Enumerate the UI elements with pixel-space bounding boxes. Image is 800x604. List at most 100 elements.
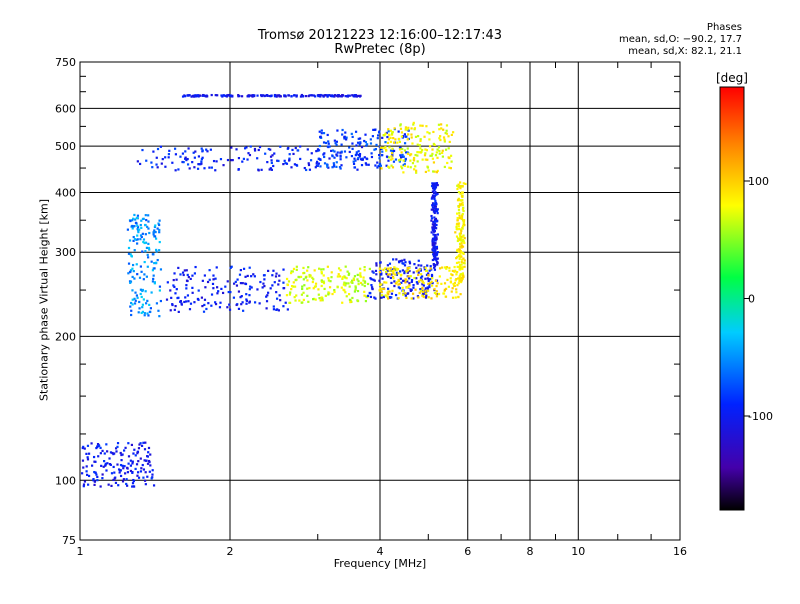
- data-point: [177, 266, 180, 270]
- data-point: [129, 464, 133, 467]
- data-point: [341, 301, 344, 304]
- data-point: [150, 260, 153, 263]
- data-point: [442, 128, 445, 131]
- data-point: [131, 263, 135, 267]
- stats-x-mode: mean, sd,X: 82.1, 21.1: [628, 46, 742, 57]
- data-point: [140, 444, 144, 447]
- data-point: [253, 147, 257, 151]
- data-point: [410, 278, 414, 282]
- data-point: [459, 236, 462, 239]
- data-point: [359, 281, 363, 285]
- data-point: [412, 156, 416, 160]
- data-point: [436, 219, 439, 222]
- data-point: [390, 133, 394, 136]
- data-point: [431, 240, 434, 243]
- data-point: [337, 94, 340, 97]
- data-point: [288, 301, 292, 304]
- data-point: [145, 275, 148, 278]
- data-point: [399, 274, 403, 277]
- data-point: [241, 160, 244, 163]
- data-point: [381, 136, 384, 139]
- data-point: [363, 294, 366, 297]
- colorbar-tick-label: -100: [748, 410, 773, 423]
- data-point: [306, 279, 309, 282]
- data-point: [432, 191, 436, 195]
- data-point: [83, 447, 86, 450]
- data-point: [201, 304, 204, 308]
- data-point: [248, 294, 251, 297]
- data-point: [123, 465, 126, 468]
- data-point: [408, 282, 411, 285]
- data-point: [175, 288, 178, 291]
- data-point: [177, 310, 180, 313]
- data-point: [205, 95, 208, 98]
- data-point: [140, 226, 143, 230]
- data-point: [288, 153, 291, 156]
- data-point: [438, 149, 441, 153]
- data-point: [422, 295, 425, 298]
- data-point: [101, 473, 104, 476]
- data-point: [462, 209, 465, 213]
- x-axis-label: Frequency [MHz]: [333, 557, 427, 570]
- data-point: [261, 286, 264, 289]
- data-point: [330, 276, 333, 279]
- data-point: [312, 278, 315, 281]
- data-point: [448, 266, 451, 270]
- data-point: [354, 285, 357, 288]
- data-point: [354, 286, 357, 289]
- data-point: [300, 293, 304, 296]
- data-point: [129, 469, 133, 473]
- data-point: [142, 278, 145, 281]
- data-point: [301, 285, 304, 288]
- data-point: [235, 148, 238, 151]
- colorbar-tick-label: 100: [748, 175, 769, 188]
- data-point: [401, 286, 404, 289]
- data-point: [352, 278, 356, 282]
- data-point: [85, 465, 88, 468]
- data-point: [336, 151, 339, 154]
- data-point: [210, 166, 213, 169]
- data-point: [402, 155, 405, 158]
- data-point: [131, 471, 134, 474]
- data-point: [459, 255, 462, 258]
- data-point: [155, 248, 158, 252]
- data-point: [278, 94, 281, 97]
- data-point: [197, 298, 200, 301]
- data-point: [371, 135, 374, 138]
- data-point: [419, 288, 422, 291]
- data-point: [373, 148, 376, 151]
- data-point: [432, 233, 435, 236]
- data-point: [343, 289, 346, 292]
- data-point: [346, 94, 349, 98]
- data-point: [253, 149, 257, 152]
- data-point: [347, 273, 350, 277]
- data-point: [358, 152, 362, 156]
- data-point: [459, 192, 462, 195]
- data-point: [81, 459, 85, 462]
- data-point: [87, 474, 91, 478]
- data-point: [173, 308, 176, 311]
- data-point: [389, 140, 393, 143]
- data-point: [112, 478, 115, 482]
- data-point: [460, 263, 463, 266]
- data-point: [431, 258, 434, 262]
- data-point: [435, 252, 439, 256]
- data-point: [134, 454, 137, 457]
- data-point: [400, 165, 403, 168]
- data-point: [230, 146, 233, 149]
- data-point: [435, 238, 438, 241]
- data-point: [430, 275, 434, 278]
- data-point: [430, 297, 433, 300]
- data-point: [434, 191, 437, 194]
- data-point: [385, 131, 388, 135]
- data-point: [428, 132, 431, 135]
- data-point: [106, 450, 109, 453]
- data-point: [246, 95, 250, 98]
- data-point: [328, 157, 331, 160]
- data-point: [433, 205, 436, 208]
- data-point: [177, 168, 180, 171]
- data-point: [215, 266, 218, 269]
- data-point: [364, 300, 368, 303]
- data-point: [189, 277, 192, 281]
- data-point: [462, 219, 466, 222]
